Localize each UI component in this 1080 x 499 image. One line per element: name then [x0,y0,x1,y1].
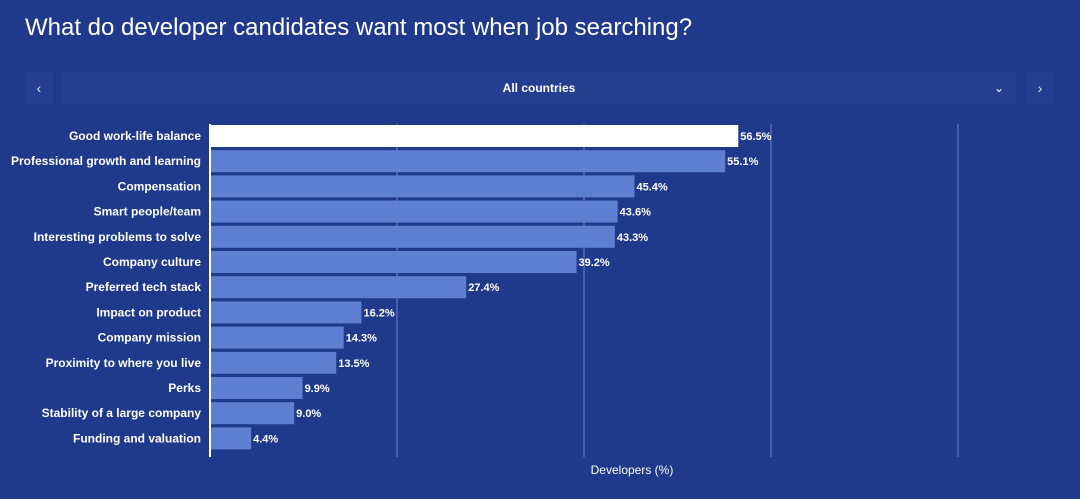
x-axis-label: Developers (%) [591,463,674,477]
category-label: Impact on product [96,305,201,319]
previous-button[interactable]: ‹ [25,72,53,104]
value-label: 27.4% [468,282,499,294]
chart-title: What do developer candidates want most w… [25,14,693,41]
bar [210,150,726,173]
next-button[interactable]: › [1026,72,1054,104]
value-label: 4.4% [253,433,278,445]
chevron-right-icon: › [1037,80,1043,96]
country-select-value: All countries [502,81,576,95]
category-label: Funding and valuation [73,431,201,445]
value-label: 43.6% [620,207,651,219]
value-label: 56.5% [740,131,771,143]
value-label: 9.0% [296,408,321,420]
value-label: 43.3% [617,232,648,244]
bar [210,377,303,399]
bar [210,351,337,374]
category-label: Preferred tech stack [86,280,202,294]
country-select[interactable]: All countries ⌄ [62,72,1016,104]
bar [210,301,362,324]
category-label: Good work-life balance [69,129,201,143]
category-label: Interesting problems to solve [34,230,202,244]
value-label: 55.1% [727,156,758,168]
category-label: Compensation [118,179,201,193]
bar [210,225,615,248]
bar [210,251,577,273]
category-label: Smart people/team [94,205,201,219]
bar [210,175,635,198]
value-label: 39.2% [579,257,610,269]
category-label: Stability of a large company [42,406,202,420]
category-label: Company culture [103,255,201,269]
bar [210,427,252,450]
bar [210,326,344,349]
chevron-left-icon: ‹ [36,80,42,96]
value-label: 16.2% [363,307,394,319]
value-label: 14.3% [346,333,377,345]
chevron-down-icon: ⌄ [993,81,1004,95]
bar [210,200,618,223]
bar [210,402,295,425]
category-label: Professional growth and learning [11,154,201,168]
category-label: Company mission [98,331,201,345]
category-label: Proximity to where you live [46,356,202,370]
category-label: Perks [168,381,201,395]
bar [210,125,739,147]
value-label: 9.9% [305,383,330,395]
bar [210,276,467,299]
value-label: 45.4% [636,181,667,193]
value-label: 13.5% [338,358,369,370]
